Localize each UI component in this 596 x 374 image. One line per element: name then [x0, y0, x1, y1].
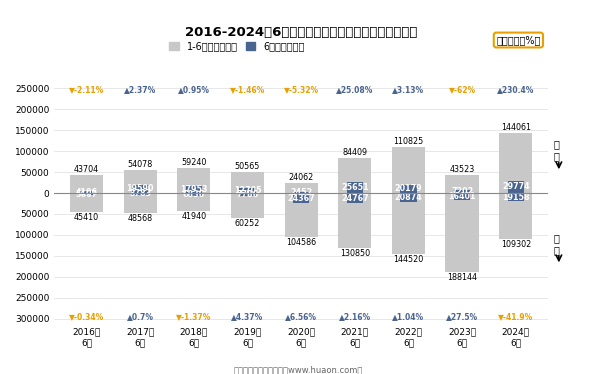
Text: ▲4.37%: ▲4.37% — [231, 312, 263, 321]
Text: 口: 口 — [554, 151, 560, 161]
Bar — [293, 193, 309, 203]
Text: 43523: 43523 — [449, 165, 475, 174]
Bar — [499, 193, 532, 239]
Text: 144061: 144061 — [501, 123, 531, 132]
Text: 6836: 6836 — [183, 190, 205, 199]
Text: 144520: 144520 — [393, 255, 424, 264]
Text: 2452: 2452 — [290, 188, 312, 197]
Bar — [454, 193, 470, 200]
Text: 25651: 25651 — [341, 183, 369, 192]
Bar — [392, 147, 425, 193]
Text: 54078: 54078 — [128, 160, 153, 169]
Text: 45410: 45410 — [74, 213, 99, 222]
Text: ▼-0.34%: ▼-0.34% — [69, 312, 104, 321]
Text: ▼-41.9%: ▼-41.9% — [498, 312, 533, 321]
Text: ▼-1.37%: ▼-1.37% — [176, 312, 212, 321]
Bar — [508, 193, 524, 201]
Text: 口: 口 — [554, 246, 560, 255]
Text: 24062: 24062 — [288, 173, 314, 182]
Bar — [132, 185, 148, 193]
Bar — [231, 193, 264, 218]
Bar — [123, 171, 157, 193]
Legend: 1-6月（万美元）, 6月（万美元）: 1-6月（万美元）, 6月（万美元） — [166, 37, 309, 55]
Bar — [186, 186, 202, 193]
Bar — [284, 193, 318, 237]
Text: 20874: 20874 — [395, 193, 423, 202]
Text: ▼-2.11%: ▼-2.11% — [69, 85, 104, 94]
Text: 29774: 29774 — [502, 182, 530, 191]
Text: ▼-62%: ▼-62% — [449, 85, 476, 94]
Bar — [338, 193, 371, 248]
Bar — [499, 133, 532, 193]
Text: 出: 出 — [554, 139, 560, 149]
Text: 4106: 4106 — [76, 188, 98, 197]
Text: 109302: 109302 — [501, 240, 531, 249]
Bar — [177, 193, 210, 211]
Text: ▼-1.46%: ▼-1.46% — [230, 85, 265, 94]
Bar — [123, 193, 157, 213]
Bar — [70, 175, 103, 193]
Bar — [79, 191, 95, 193]
Bar — [445, 175, 479, 193]
Text: ▲3.13%: ▲3.13% — [392, 85, 424, 94]
Bar — [79, 193, 95, 195]
Text: 59240: 59240 — [181, 158, 207, 167]
Text: 50565: 50565 — [235, 162, 260, 171]
Bar — [401, 193, 417, 202]
Bar — [347, 182, 363, 193]
Text: 19590: 19590 — [126, 184, 154, 193]
Text: 17953: 17953 — [180, 185, 207, 194]
Text: 进: 进 — [554, 233, 560, 243]
Text: ▼-5.32%: ▼-5.32% — [284, 85, 319, 94]
Bar — [177, 168, 210, 193]
Bar — [70, 193, 103, 212]
Text: 41940: 41940 — [181, 212, 206, 221]
Bar — [231, 172, 264, 193]
Bar — [132, 193, 148, 194]
Bar — [240, 193, 256, 196]
Text: 5667: 5667 — [76, 190, 98, 199]
Text: ▲1.04%: ▲1.04% — [392, 312, 424, 321]
Bar — [508, 181, 524, 193]
Text: 43704: 43704 — [74, 165, 99, 174]
Text: 7202: 7202 — [451, 187, 473, 196]
Text: 同比增速（%）: 同比增速（%） — [496, 35, 541, 45]
Text: ▲25.08%: ▲25.08% — [336, 85, 374, 94]
Text: ▲0.7%: ▲0.7% — [127, 312, 154, 321]
Text: 19158: 19158 — [502, 193, 530, 202]
Text: 20179: 20179 — [395, 184, 423, 193]
Text: 7786: 7786 — [237, 190, 259, 199]
Bar — [338, 158, 371, 193]
Bar — [284, 183, 318, 193]
Text: ▲0.95%: ▲0.95% — [178, 85, 210, 94]
Text: ▲2.37%: ▲2.37% — [124, 85, 156, 94]
Bar — [293, 192, 309, 193]
Bar — [445, 193, 479, 272]
Bar — [454, 190, 470, 193]
Text: 104586: 104586 — [286, 238, 316, 247]
Bar — [401, 185, 417, 193]
Title: 2016-2024年6月广州白云机场综合保税区进、出口额: 2016-2024年6月广州白云机场综合保税区进、出口额 — [185, 26, 417, 39]
Text: ▲6.56%: ▲6.56% — [285, 312, 317, 321]
Text: ▲230.4%: ▲230.4% — [497, 85, 535, 94]
Text: 188144: 188144 — [447, 273, 477, 282]
Text: 60252: 60252 — [235, 219, 260, 228]
Text: ▲2.16%: ▲2.16% — [339, 312, 371, 321]
Bar — [186, 193, 202, 196]
Text: ▲27.5%: ▲27.5% — [446, 312, 478, 321]
Bar — [240, 188, 256, 193]
Text: 24367: 24367 — [287, 194, 315, 203]
Text: 3783: 3783 — [129, 189, 151, 198]
Text: 12705: 12705 — [234, 186, 261, 195]
Text: 48568: 48568 — [128, 214, 153, 223]
Bar — [392, 193, 425, 254]
Text: 16401: 16401 — [448, 192, 476, 201]
Bar — [347, 193, 363, 203]
Text: 24767: 24767 — [341, 194, 369, 203]
Text: 130850: 130850 — [340, 249, 370, 258]
Text: 84409: 84409 — [342, 148, 367, 157]
Text: 制图：华经产业研究院（www.huaon.com）: 制图：华经产业研究院（www.huaon.com） — [233, 365, 363, 374]
Text: 110825: 110825 — [393, 137, 424, 145]
